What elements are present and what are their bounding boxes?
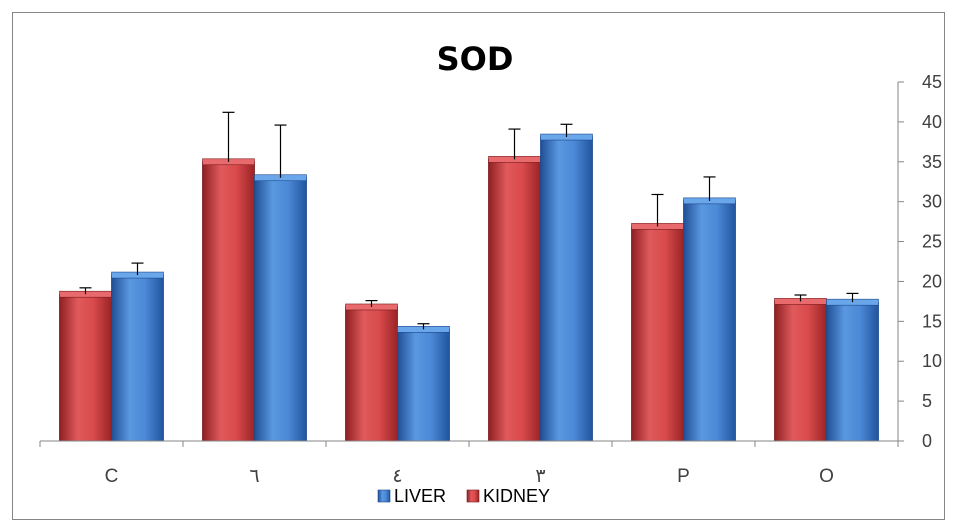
bar-kidney-5 xyxy=(774,300,827,442)
legend-label-liver: LIVER xyxy=(394,486,446,506)
y-tick-label: 45 xyxy=(922,72,942,92)
y-tick-label: 5 xyxy=(922,391,932,411)
y-tick-label: 10 xyxy=(922,351,942,371)
x-tick-label: ٣ xyxy=(535,466,545,487)
legend-swatch-kidney xyxy=(466,489,480,503)
y-tick-label: 30 xyxy=(922,192,942,212)
error-bars-group xyxy=(79,111,859,330)
bar-liver-4 xyxy=(683,200,736,442)
legend-swatch-liver xyxy=(377,489,391,503)
bar-liver-5 xyxy=(826,301,879,442)
bar-liver-1 xyxy=(254,177,307,442)
legend-label-kidney: KIDNEY xyxy=(483,486,550,506)
bar-kidney-3 xyxy=(488,158,541,442)
y-tick-label: 25 xyxy=(922,232,942,252)
legend: LIVER KIDNEY xyxy=(377,486,550,506)
bar-kidney-0 xyxy=(59,293,112,442)
bar-kidney-4 xyxy=(631,225,684,442)
y-tick-label: 40 xyxy=(922,112,942,132)
x-tick-label: O xyxy=(819,466,834,487)
chart-title: SOD xyxy=(437,40,514,78)
x-tick-label: ٤ xyxy=(392,466,402,487)
x-tick-label: P xyxy=(677,466,690,487)
y-tick-label: 0 xyxy=(922,431,932,451)
bar-kidney-2 xyxy=(345,306,398,442)
bar-liver-2 xyxy=(397,328,450,442)
bars-group xyxy=(59,133,879,442)
bar-liver-0 xyxy=(111,274,164,442)
x-tick-label: C xyxy=(105,466,119,487)
bar-liver-3 xyxy=(540,136,593,442)
x-tick-label: ٦ xyxy=(249,466,259,487)
y-tick-label: 35 xyxy=(922,152,942,172)
bar-kidney-1 xyxy=(202,161,255,442)
y-tick-label: 20 xyxy=(922,271,942,291)
y-tick-label: 15 xyxy=(922,311,942,331)
x-axis: C ٦ ٤ ٣ P O xyxy=(39,440,899,487)
y-axis: 0 5 10 15 20 25 30 35 40 45 xyxy=(897,72,942,451)
